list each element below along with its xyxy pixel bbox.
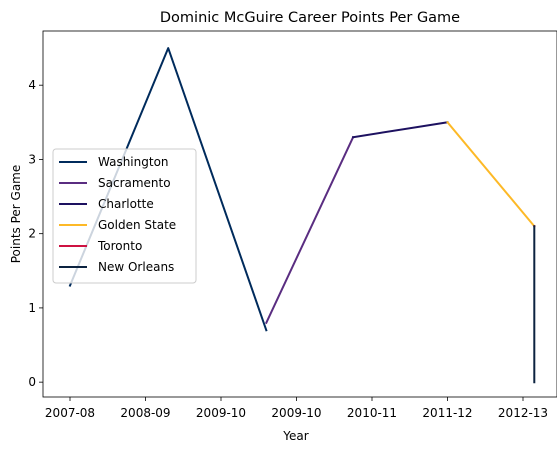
x-tick-label: 2012-13 bbox=[498, 406, 548, 420]
x-tick-label: 2009-10 bbox=[271, 406, 321, 420]
x-tick-label: 2010-11 bbox=[347, 406, 397, 420]
legend: Washington Sacramento Charlotte Golden Stat… bbox=[52, 148, 197, 284]
y-axis: 0 1 2 3 4 bbox=[28, 78, 43, 389]
series-line-2 bbox=[351, 121, 449, 139]
x-axis: 2007-08 2008-09 2009-10 2009-10 2010-11 2011-… bbox=[45, 397, 548, 420]
x-tick-label: 2007-08 bbox=[45, 406, 95, 420]
legend-label-4: Toronto bbox=[97, 239, 142, 253]
chart-title: Dominic McGuire Career Points Per Game bbox=[160, 10, 460, 26]
x-axis-label: Year bbox=[282, 429, 308, 443]
y-tick-label: 2 bbox=[28, 227, 36, 241]
y-tick-label: 1 bbox=[28, 301, 36, 315]
y-tick-label: 4 bbox=[28, 78, 36, 92]
series-line-3 bbox=[446, 120, 536, 228]
y-tick-label: 3 bbox=[28, 152, 36, 166]
x-tick-label: 2009-10 bbox=[196, 406, 246, 420]
legend-label-1: Sacramento bbox=[98, 176, 171, 190]
x-tick-label: 2008-09 bbox=[120, 406, 170, 420]
legend-label-0: Washington bbox=[98, 155, 169, 169]
legend-label-5: New Orleans bbox=[98, 260, 174, 274]
y-tick-label: 0 bbox=[28, 375, 36, 389]
series-line-1 bbox=[264, 135, 355, 325]
y-axis-label: Points Per Game bbox=[9, 165, 23, 264]
plot-frame bbox=[42, 30, 557, 398]
legend-label-3: Golden State bbox=[98, 218, 176, 232]
legend-box bbox=[52, 148, 197, 284]
x-tick-label: 2011-12 bbox=[422, 406, 472, 420]
legend-label-2: Charlotte bbox=[98, 197, 154, 211]
